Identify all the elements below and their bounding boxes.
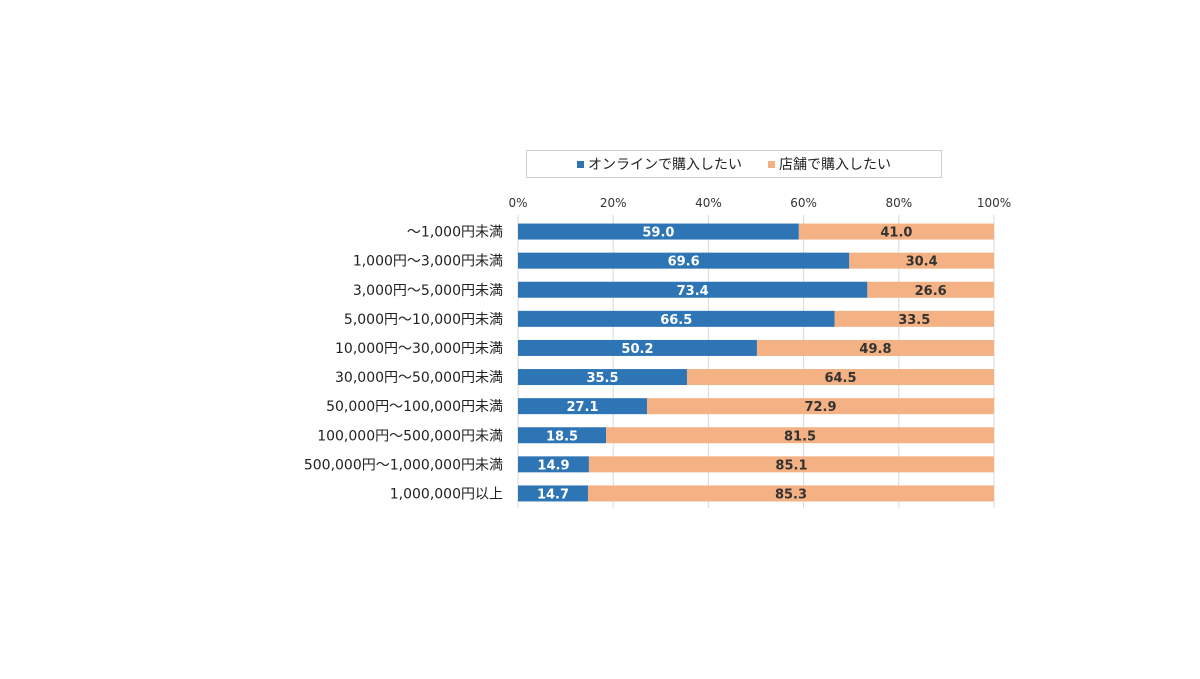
x-tick-label: 20% [600,196,627,210]
category-label: 5,000円～10,000円未満 [344,312,503,328]
category-label: 1,000,000円以上 [390,486,503,502]
category-label: ～1,000円未満 [407,225,503,241]
data-label-online: 14.7 [537,487,569,502]
bar-online [518,252,850,269]
category-label: 10,000円～30,000円未満 [335,341,503,357]
data-label-store: 33.5 [898,313,930,328]
legend-item-store: 店舗で購入したい [768,154,891,174]
category-label: 500,000円～1,000,000円未満 [304,457,503,473]
bar-online [518,485,588,502]
data-label-online: 69.6 [668,255,700,270]
data-label-store: 85.3 [775,487,807,502]
bar-online [518,223,799,240]
x-tick-label: 100% [977,196,1011,210]
x-tick-label: 40% [695,196,722,210]
bar-online [518,310,835,327]
bar-store [849,252,994,269]
bar-store [588,456,994,473]
bar-store [606,427,994,444]
category-label: 30,000円～50,000円未満 [335,370,503,386]
category-label: 1,000円～3,000円未満 [353,254,503,270]
bar-online [518,398,647,415]
data-label-online: 14.9 [537,458,569,473]
legend-label-store: 店舗で購入したい [779,157,891,173]
data-label-online: 35.5 [586,371,618,386]
bar-store [867,281,994,298]
bar-store [646,398,994,415]
legend-label-online: オンラインで購入したい [588,157,742,173]
data-label-online: 50.2 [621,342,653,357]
bar-store [834,310,994,327]
bar-online [518,427,607,444]
data-label-store: 49.8 [859,342,891,357]
data-label-online: 59.0 [642,226,674,241]
bar-online [518,339,757,356]
bar-store [756,339,994,356]
legend-item-online: オンラインで購入したい [577,154,742,174]
legend-swatch-store [768,160,775,168]
data-label-store: 41.0 [880,226,912,241]
data-label-store: 30.4 [906,255,938,270]
x-tick-label: 0% [508,196,527,210]
data-label-store: 26.6 [915,284,947,299]
x-tick-label: 80% [885,196,912,210]
bar-online [518,369,687,386]
bar-online [518,456,589,473]
bar-store [798,223,994,240]
data-label-online: 73.4 [677,284,709,299]
x-tick-label: 60% [790,196,817,210]
category-label: 100,000円～500,000円未満 [317,428,503,444]
data-label-store: 85.1 [775,458,807,473]
bar-store [686,369,994,386]
data-label-store: 81.5 [784,429,816,444]
category-label: 50,000円～100,000円未満 [326,399,503,415]
data-label-store: 72.9 [804,400,836,415]
data-label-online: 66.5 [660,313,692,328]
data-label-online: 27.1 [566,400,598,415]
legend-swatch-online [577,160,584,168]
data-label-online: 18.5 [546,429,578,444]
bar-online [518,281,868,298]
bar-store [587,485,994,502]
data-label-store: 64.5 [824,371,856,386]
legend: オンラインで購入したい 店舗で購入したい [526,150,942,178]
category-label: 3,000円～5,000円未満 [353,283,503,299]
